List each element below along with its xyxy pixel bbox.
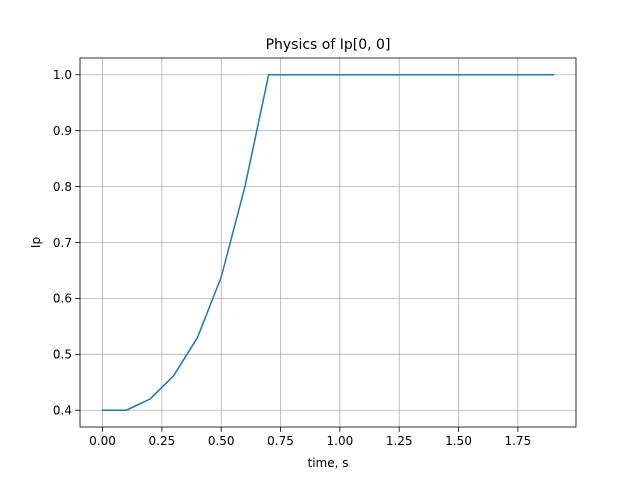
y-tick-label: 0.4 — [53, 404, 72, 418]
x-axis-label: time, s — [308, 456, 349, 470]
y-tick-label: 0.5 — [53, 348, 72, 362]
x-tick-label: 1.25 — [386, 434, 413, 448]
x-tick-label: 0.00 — [89, 434, 116, 448]
y-axis-label: Ip — [29, 237, 43, 248]
x-tick-label: 1.00 — [327, 434, 354, 448]
x-tick-label: 0.50 — [208, 434, 235, 448]
series-line — [101, 74, 555, 411]
x-tick-label: 1.50 — [445, 434, 472, 448]
y-tick-label: 0.7 — [53, 236, 72, 250]
y-tick-label: 1.0 — [53, 68, 72, 82]
y-tick-label: 0.9 — [53, 124, 72, 138]
x-tick-label: 0.75 — [267, 434, 294, 448]
y-tick-label: 0.8 — [53, 180, 72, 194]
grid-lines — [80, 58, 576, 427]
y-tick-label: 0.6 — [53, 292, 72, 306]
y-axis-ticks: 0.4 0.5 0.6 0.7 0.8 0.9 1.0 — [53, 68, 80, 418]
x-tick-label: 0.25 — [149, 434, 176, 448]
series-layer — [101, 74, 555, 411]
x-tick-label: 1.75 — [504, 434, 531, 448]
chart-title: Physics of Ip[0, 0] — [266, 37, 391, 53]
x-axis-ticks: 0.00 0.25 0.50 0.75 1.00 1.25 1.50 1.75 — [89, 427, 531, 448]
